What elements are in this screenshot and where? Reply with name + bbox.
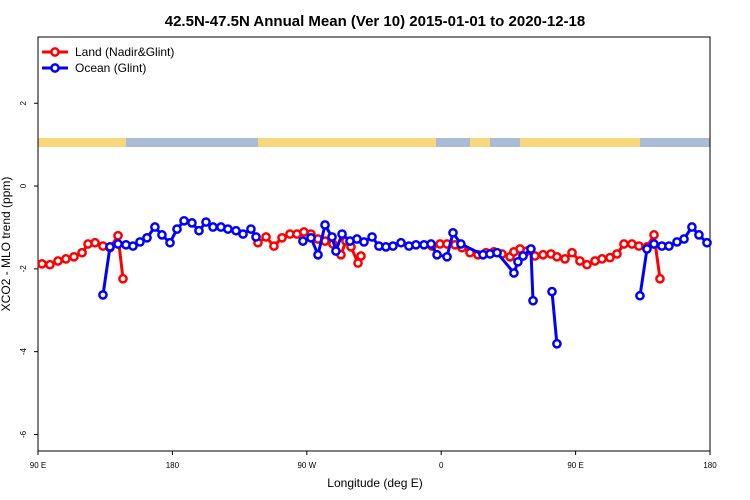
data-point [702, 237, 712, 248]
data-point [612, 249, 622, 259]
legend-label: Ocean (Glint) [75, 61, 146, 75]
data-point [113, 230, 123, 241]
x-axis-label: Longitude (deg E) [327, 476, 422, 490]
data-point [359, 237, 369, 247]
data-point [518, 251, 528, 261]
data-point [179, 215, 189, 226]
series-line [101, 219, 709, 344]
data-point [567, 247, 577, 258]
x-tick-label: 90 E [567, 461, 583, 470]
data-point [172, 224, 182, 234]
data-point [552, 338, 562, 349]
data-point [635, 290, 645, 301]
x-tick-label: 90 W [297, 461, 316, 470]
chart-title: 42.5N-47.5N Annual Mean (Ver 10) 2015-01… [165, 13, 585, 30]
data-point [128, 241, 138, 251]
data-point [560, 254, 570, 264]
data-point [526, 244, 536, 254]
data-point [552, 251, 562, 262]
y-axis-label: XCO2 - MLO trend (ppm) [0, 177, 13, 312]
data-point [201, 217, 211, 227]
x-tick-label: 90 E [30, 461, 46, 470]
data-point [664, 241, 674, 251]
data-point [53, 256, 63, 266]
data-point [135, 237, 145, 247]
y-tick-label: 2 [19, 100, 28, 105]
data-point [356, 251, 366, 261]
data-point [45, 259, 55, 270]
y-tick-label: -6 [19, 430, 28, 438]
data-point [298, 236, 308, 246]
data-point [223, 224, 233, 234]
data-point [246, 224, 256, 234]
data-point [150, 222, 160, 232]
y-tick-label: 0 [19, 183, 28, 188]
data-point [113, 239, 123, 249]
data-point [605, 252, 615, 263]
data-point [694, 230, 704, 240]
data-point [582, 259, 592, 270]
data-point [619, 239, 629, 249]
data-point [313, 249, 323, 260]
data-point [251, 232, 261, 242]
data-point [208, 222, 218, 232]
data-point [492, 247, 502, 258]
data-point [90, 237, 100, 248]
map-strip [38, 138, 710, 147]
data-point [649, 230, 659, 240]
data-point [426, 239, 436, 249]
data-point [327, 232, 337, 242]
legend-label: Land (Nadir&Glint) [75, 45, 174, 59]
data-point [61, 254, 71, 264]
legend-marker [50, 63, 60, 73]
data-point [679, 234, 689, 244]
data-point [238, 229, 248, 239]
data-point [509, 268, 519, 278]
data-point [396, 237, 406, 248]
data-point [432, 249, 442, 260]
legend-marker [50, 47, 60, 57]
data-point [105, 242, 115, 252]
data-point [77, 247, 87, 258]
data-point [411, 239, 421, 250]
data-point [388, 241, 398, 251]
data-point [306, 232, 316, 243]
data-point [597, 254, 607, 264]
data-point [456, 239, 466, 249]
data-point [687, 222, 697, 232]
data-point [655, 273, 665, 284]
data-point [277, 232, 287, 243]
data-point [165, 237, 175, 248]
data-point [448, 227, 458, 238]
data-point [320, 220, 330, 230]
x-tick-label: 180 [703, 461, 717, 470]
data-point [634, 241, 644, 251]
data-point [142, 232, 152, 243]
data-point [157, 230, 167, 240]
data-point [269, 241, 279, 251]
data-point [261, 232, 271, 242]
data-point [649, 239, 659, 249]
data-point [187, 218, 197, 228]
data-point [528, 295, 538, 306]
data-point [538, 249, 548, 260]
data-point [331, 246, 341, 256]
x-tick-label: 180 [166, 461, 180, 470]
data-point [37, 259, 47, 269]
data-point [194, 225, 204, 236]
data-point [642, 244, 652, 254]
data-point [337, 229, 347, 239]
data-point [367, 232, 377, 242]
data-point [69, 251, 79, 262]
y-tick-label: -4 [19, 348, 28, 356]
y-tick-label: -2 [19, 265, 28, 273]
data-point [575, 256, 585, 266]
data-point [513, 256, 523, 267]
x-tick-label: 0 [439, 461, 444, 470]
data-point [118, 273, 128, 284]
data-point [547, 286, 557, 297]
data-point [98, 290, 108, 300]
data-point [442, 251, 452, 262]
